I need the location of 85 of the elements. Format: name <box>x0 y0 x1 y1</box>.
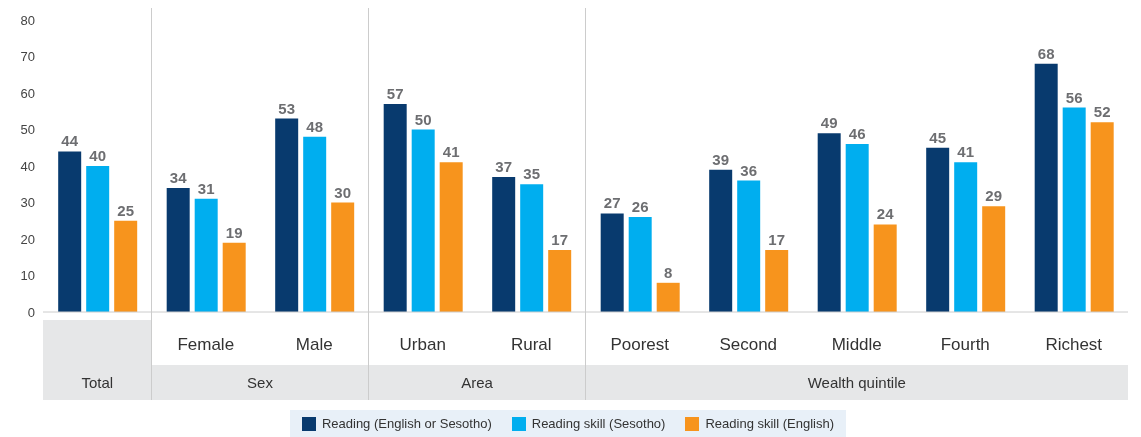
y-tick-label: 40 <box>20 158 35 174</box>
data-label: 45 <box>929 128 947 146</box>
legend-label: Reading skill (Sesotho) <box>531 416 666 431</box>
text: Area <box>461 374 494 391</box>
bar <box>86 166 110 312</box>
bar <box>58 151 82 312</box>
data-label: 53 <box>278 99 296 117</box>
y-tick-label: 60 <box>20 85 35 101</box>
text: Sex <box>247 374 274 391</box>
bar <box>548 249 572 312</box>
data-label: 41 <box>442 143 460 161</box>
bar <box>926 147 950 312</box>
y-tick-label: 10 <box>20 268 35 284</box>
data-label: 26 <box>631 198 649 216</box>
y-tick-label: 80 <box>20 12 35 28</box>
bar <box>845 144 869 312</box>
bar <box>737 180 761 312</box>
bar <box>873 224 897 312</box>
bar <box>520 184 544 312</box>
data-label: 25 <box>117 201 135 219</box>
bar <box>709 169 733 312</box>
legend-label: Reading (English or Sesotho) <box>321 416 492 431</box>
data-label: 46 <box>848 125 866 143</box>
bar <box>628 217 652 312</box>
y-tick-label: 50 <box>20 122 35 138</box>
bar <box>383 103 407 312</box>
bar <box>194 198 218 312</box>
x-tick-label: Richest <box>1045 335 1103 354</box>
bar <box>1034 63 1058 312</box>
bar <box>817 133 841 312</box>
x-tick-label: Second <box>719 335 778 354</box>
text: Wealth quintile <box>807 374 906 391</box>
x-tick-label: Female <box>177 335 235 354</box>
x-tick-label: Middle <box>831 335 882 354</box>
data-label: 27 <box>603 194 621 212</box>
data-label: 50 <box>414 110 432 128</box>
bar <box>439 162 463 312</box>
data-label: 29 <box>985 187 1003 205</box>
bar <box>954 162 978 312</box>
bar <box>222 242 246 312</box>
data-label: 19 <box>225 223 243 241</box>
x-tick-label: Male <box>295 335 333 354</box>
x-tick-label: Urban <box>399 335 446 354</box>
bar <box>1062 107 1086 312</box>
y-tick-label: 0 <box>27 304 35 320</box>
data-label: 68 <box>1037 44 1055 62</box>
data-label: 41 <box>957 143 975 161</box>
y-tick-label: 20 <box>20 231 35 247</box>
data-label: 40 <box>89 147 107 164</box>
bar <box>492 176 516 312</box>
data-label: 49 <box>820 114 838 132</box>
data-label: 48 <box>306 117 324 135</box>
data-label: 35 <box>523 165 541 183</box>
bar <box>765 249 789 312</box>
text: Total <box>81 374 114 391</box>
y-tick-label: 70 <box>20 49 35 65</box>
data-label: 44 <box>61 132 79 150</box>
data-label: 31 <box>197 179 215 197</box>
bar <box>275 118 299 312</box>
data-label: 52 <box>1093 103 1111 121</box>
data-label: 57 <box>386 84 404 102</box>
bar <box>1090 122 1114 312</box>
data-label: 24 <box>876 205 895 223</box>
x-tick-label: Fourth <box>940 335 990 354</box>
bar <box>982 206 1006 312</box>
bar <box>411 129 435 312</box>
data-label: 8 <box>664 263 673 281</box>
data-label: 17 <box>551 230 569 248</box>
bar <box>166 187 190 312</box>
data-label: 17 <box>768 230 786 248</box>
bar <box>656 282 680 312</box>
data-label: 37 <box>495 157 513 175</box>
data-label: 56 <box>1065 88 1083 106</box>
bar <box>331 202 355 312</box>
x-tick-label: Rural <box>510 335 552 354</box>
y-tick-label: 30 <box>20 195 35 211</box>
data-label: 34 <box>169 168 188 186</box>
legend-label: Reading skill (English) <box>705 416 835 431</box>
bar <box>114 220 138 312</box>
data-label: 30 <box>334 183 352 201</box>
x-tick-label: Poorest <box>610 335 670 354</box>
bar <box>600 213 624 312</box>
data-label: 36 <box>740 161 758 179</box>
bar <box>303 136 327 312</box>
data-label: 39 <box>712 150 730 168</box>
